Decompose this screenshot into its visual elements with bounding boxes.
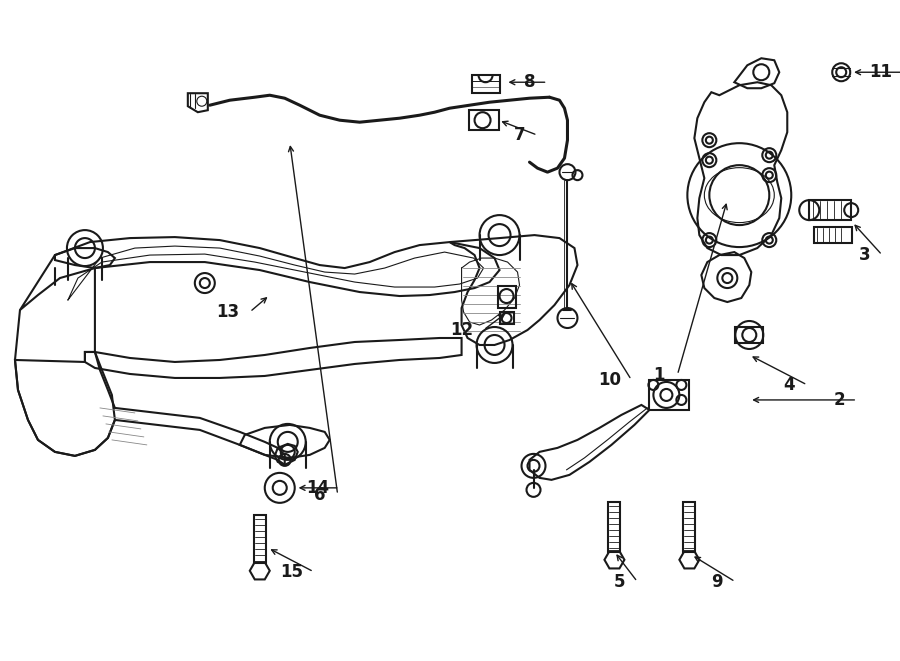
Text: 9: 9 [712,573,724,591]
Text: 8: 8 [524,73,536,91]
Text: 13: 13 [216,303,239,321]
Text: 11: 11 [869,63,893,81]
Text: 14: 14 [306,479,329,497]
Text: 3: 3 [859,246,870,264]
Text: 1: 1 [653,366,665,384]
Text: 4: 4 [784,376,795,394]
Text: 10: 10 [598,371,621,389]
Text: 15: 15 [280,563,303,581]
Text: 12: 12 [450,321,473,339]
Text: 7: 7 [514,126,526,144]
Text: 6: 6 [314,486,326,504]
Text: 5: 5 [614,573,626,591]
Text: 2: 2 [833,391,845,409]
